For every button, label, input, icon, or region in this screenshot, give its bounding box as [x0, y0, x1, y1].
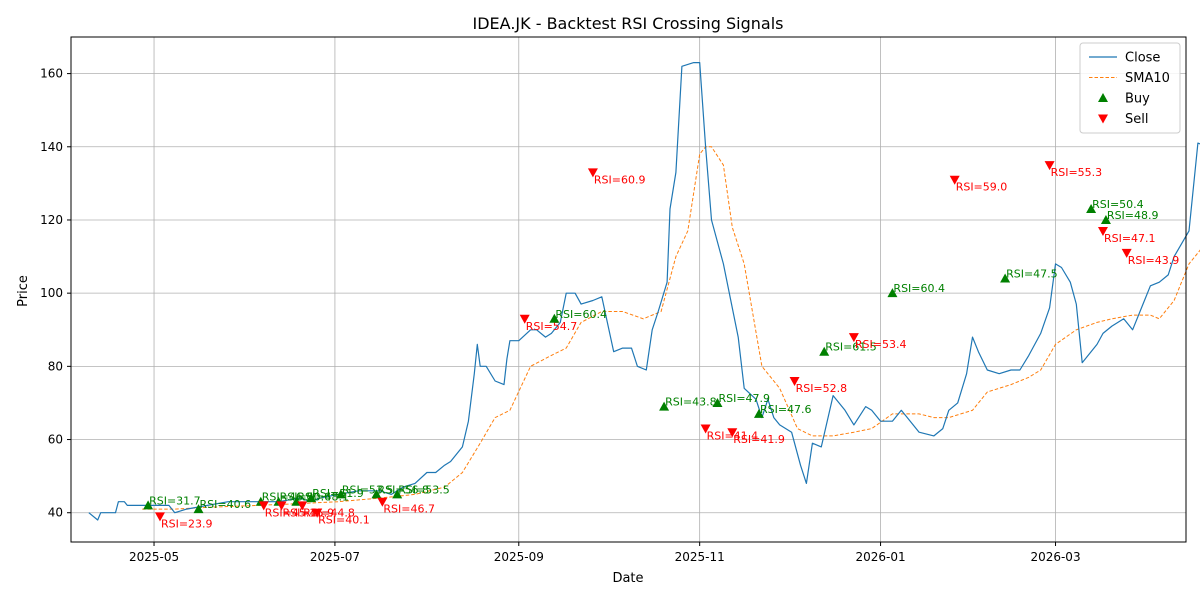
sell-marker	[1097, 226, 1108, 236]
buy-signal-label: RSI=50.4	[1092, 198, 1144, 211]
buy-signal-label: RSI=53.5	[398, 483, 450, 496]
sell-marker	[519, 314, 530, 324]
y-tick-label: 80	[48, 359, 63, 373]
x-axis-label: Date	[612, 571, 643, 586]
sell-signal-label: RSI=59.0	[956, 181, 1008, 194]
sell-signal-label: RSI=43.9	[1128, 254, 1180, 267]
buy-marker	[753, 408, 764, 418]
sell-marker	[1121, 248, 1132, 258]
buy-signal-label: RSI=56.8	[377, 483, 429, 496]
sell-signal-label: RSI=53.4	[855, 338, 907, 351]
buy-signal-label: RSI=61.5	[825, 341, 877, 354]
buy-signal-label: RSI=43.8	[665, 396, 717, 409]
sell-marker	[1044, 161, 1055, 171]
buy-signal-label: RSI=50.6	[280, 491, 332, 504]
buy-marker	[887, 288, 898, 298]
buy-marker	[549, 313, 560, 323]
buy-marker	[1086, 203, 1097, 213]
legend-label: Sell	[1125, 112, 1148, 127]
buy-signal-label: RSI=47.9	[718, 392, 770, 405]
buy-marker	[1000, 273, 1011, 283]
legend: Close SMA10 Buy Sell	[1079, 42, 1181, 134]
legend-sell-swatch	[1098, 114, 1108, 124]
sell-marker	[949, 175, 960, 185]
sell-marker	[700, 424, 711, 434]
y-tick-label: 100	[40, 286, 63, 300]
buy-marker	[335, 489, 346, 499]
sell-marker	[258, 501, 269, 511]
buy-marker	[193, 504, 204, 514]
sell-signal-label: RSI=55.3	[1051, 166, 1103, 179]
sma-series	[142, 146, 1200, 510]
legend-label: Close	[1125, 51, 1160, 66]
sell-signal-label: RSI=40.1	[318, 514, 370, 527]
sell-marker	[848, 333, 859, 343]
buy-signal-label: RSI=60.4	[555, 308, 607, 321]
buy-signal-label: RSI=47.6	[760, 403, 812, 416]
sell-marker	[587, 168, 598, 178]
sell-marker	[789, 376, 800, 386]
sell-signal-label: RSI=47.1	[1104, 232, 1156, 245]
close-series	[88, 62, 1200, 521]
buy-marker	[659, 401, 670, 411]
sell-marker	[727, 428, 738, 438]
y-axis-label: Price	[16, 275, 31, 307]
sell-signal-label: RSI=60.9	[594, 173, 646, 186]
sell-signal-label: RSI=54.7	[526, 320, 578, 333]
sell-marker	[154, 512, 165, 522]
sell-marker	[312, 508, 323, 518]
y-axis-ticks: 40 60 80 100 120 140 160	[40, 67, 71, 520]
sell-signal-label: RSI=52.8	[796, 382, 848, 395]
buy-marker	[712, 397, 723, 407]
x-tick-label: 2025-05	[129, 550, 179, 564]
legend-label: Buy	[1125, 92, 1150, 107]
sell-signal-label: RSI=45.1	[265, 506, 317, 519]
x-tick-label: 2025-09	[494, 550, 544, 564]
buy-marker	[143, 500, 154, 510]
buy-signal-label: RSI=60.4	[893, 282, 945, 295]
buy-marker	[371, 489, 382, 499]
y-tick-label: 160	[40, 67, 63, 81]
buy-marker	[392, 489, 403, 499]
x-tick-label: 2026-01	[855, 550, 905, 564]
buy-marker	[1100, 214, 1111, 224]
buy-signal-label: RSI=48.9	[1107, 209, 1159, 222]
y-tick-label: 40	[48, 506, 63, 520]
buy-signal-label: RSI=53.5	[342, 483, 394, 496]
buy-signal-label: RSI=47.5	[1006, 268, 1058, 281]
y-tick-label: 120	[40, 213, 63, 227]
sma10-line	[142, 146, 1200, 510]
grid	[71, 37, 1186, 542]
buy-signal-label: RSI=51.9	[312, 487, 364, 500]
sell-signal-label: RSI=23.9	[161, 517, 213, 530]
x-tick-label: 2025-11	[675, 550, 725, 564]
sell-marker	[377, 497, 388, 507]
chart-title: IDEA.JK - Backtest RSI Crossing Signals	[473, 14, 784, 33]
close-price-line	[88, 62, 1200, 521]
x-tick-label: 2025-07	[310, 550, 360, 564]
buy-signal-label: RSI=46.0	[262, 491, 314, 504]
buy-signal-label: RSI=40.6	[200, 498, 252, 511]
y-tick-label: 60	[48, 433, 63, 447]
x-axis-ticks: 2025-05 2025-07 2025-09 2025-11 2026-01 2026-…	[129, 542, 1081, 564]
sell-signal-label: RSI=41.9	[733, 433, 785, 446]
sell-marker	[276, 501, 287, 511]
legend-box	[1079, 42, 1181, 134]
legend-buy-swatch	[1098, 93, 1108, 102]
legend-label: SMA10	[1125, 71, 1170, 86]
signal-markers: RSI=31.7 RSI=23.9 RSI=40.6 RSI=46.0 RSI=45.1…	[143, 161, 1179, 530]
buy-marker	[819, 346, 830, 356]
x-tick-label: 2026-03	[1030, 550, 1080, 564]
buy-marker	[306, 493, 317, 503]
buy-signal-label: RSI=31.7	[149, 494, 201, 507]
plot-frame	[70, 36, 1187, 543]
y-tick-label: 140	[40, 140, 63, 154]
sell-marker	[297, 501, 308, 511]
sell-signal-label: RSI=46.7	[383, 503, 435, 516]
